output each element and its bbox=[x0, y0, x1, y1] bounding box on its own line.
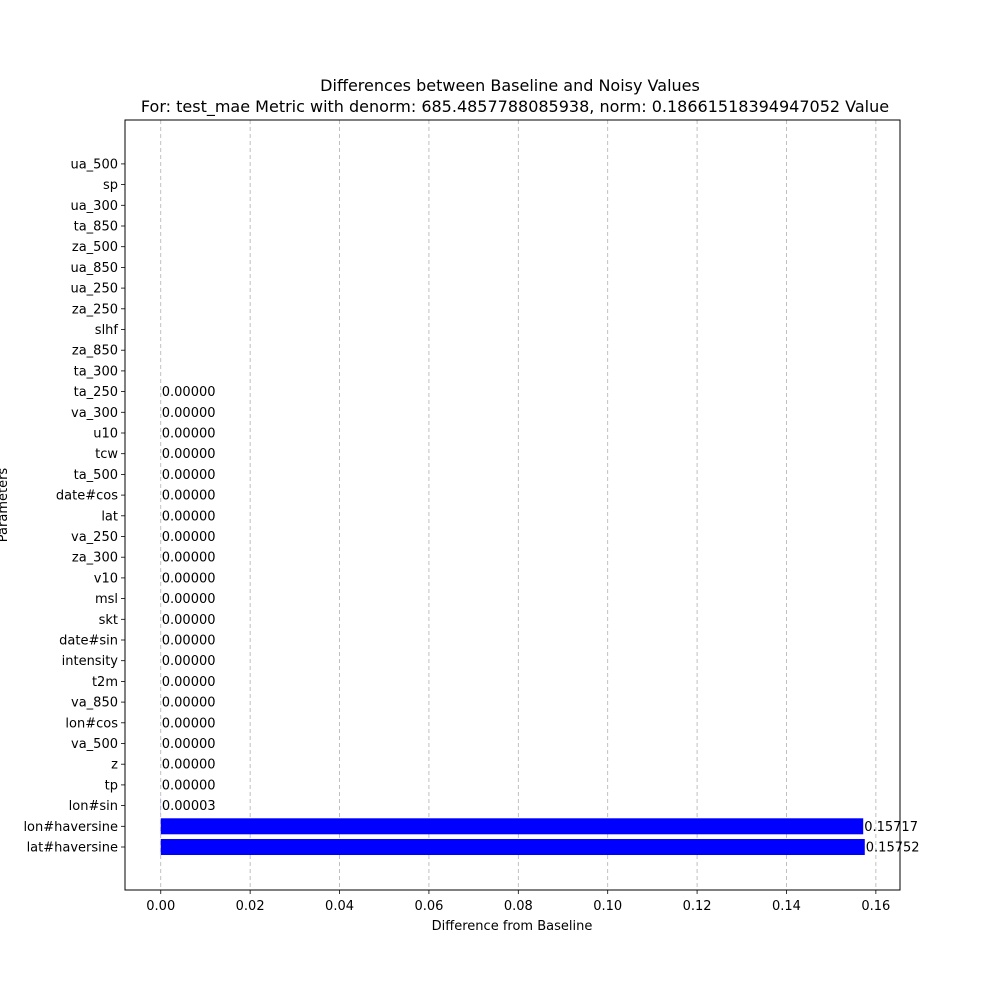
data-label: 0.00003 bbox=[162, 799, 216, 814]
data-label: 0.00000 bbox=[162, 613, 216, 628]
x-tick-label: 0.08 bbox=[504, 899, 533, 914]
y-tick-label: za_250 bbox=[72, 302, 118, 317]
y-tick-label: skt bbox=[99, 613, 118, 628]
y-tick-label: lon#sin bbox=[69, 799, 118, 814]
grid-layer bbox=[160, 120, 877, 890]
data-label: 0.00000 bbox=[162, 551, 216, 566]
y-axis-label: Parameters bbox=[0, 468, 11, 543]
chart-title: Differences between Baseline and Noisy V… bbox=[320, 76, 700, 95]
data-label-layer: 0.15752 0.15717 0.00003 0.00000 0.00000 0.000… bbox=[162, 385, 920, 855]
x-tick-label: 0.12 bbox=[683, 899, 712, 914]
bar-lat#haversine bbox=[160, 839, 865, 855]
data-label: 0.15717 bbox=[864, 820, 918, 835]
y-tick-label: va_850 bbox=[71, 696, 118, 711]
x-tick-layer: 0.00 0.02 0.04 0.06 0.08 0.10 0.12 0.14 0.16 bbox=[146, 890, 890, 914]
y-tick-label: va_300 bbox=[71, 406, 118, 421]
data-label: 0.00000 bbox=[162, 489, 216, 504]
x-tick-label: 0.02 bbox=[236, 899, 265, 914]
y-tick-layer: lat#haversine lon#haversine lon#sin tp z va_5… bbox=[23, 157, 125, 856]
data-label: 0.00000 bbox=[162, 571, 216, 586]
x-tick-label: 0.10 bbox=[593, 899, 622, 914]
data-label: 0.00000 bbox=[162, 385, 216, 400]
y-tick-label: ta_850 bbox=[74, 220, 118, 235]
y-tick-label: za_850 bbox=[72, 344, 118, 359]
y-tick-label: ua_300 bbox=[70, 199, 118, 214]
data-label: 0.00000 bbox=[162, 716, 216, 731]
y-tick-label: ua_250 bbox=[70, 282, 118, 297]
y-tick-label: lat#haversine bbox=[27, 841, 118, 856]
y-tick-label: v10 bbox=[94, 571, 118, 586]
y-tick-label: tcw bbox=[95, 447, 118, 462]
data-label: 0.00000 bbox=[162, 675, 216, 690]
data-label: 0.00000 bbox=[162, 778, 216, 793]
y-tick-label: ta_300 bbox=[74, 364, 118, 379]
plot-frame bbox=[124, 119, 901, 891]
y-tick-label: ua_850 bbox=[70, 261, 118, 276]
y-tick-label: msl bbox=[95, 592, 118, 607]
y-tick-label: sp bbox=[103, 178, 118, 193]
bar-layer bbox=[160, 797, 865, 855]
data-label: 0.00000 bbox=[162, 634, 216, 649]
y-tick-label: ua_500 bbox=[70, 157, 118, 172]
data-label: 0.00000 bbox=[162, 530, 216, 545]
x-tick-label: 0.00 bbox=[146, 899, 175, 914]
y-tick-label: ta_500 bbox=[74, 468, 118, 483]
data-label: 0.00000 bbox=[162, 592, 216, 607]
y-tick-label: u10 bbox=[93, 427, 118, 442]
y-tick-label: za_300 bbox=[72, 551, 118, 566]
y-tick-label: intensity bbox=[62, 654, 119, 669]
data-label: 0.00000 bbox=[162, 758, 216, 773]
y-tick-label: va_500 bbox=[71, 737, 118, 752]
y-tick-label: t2m bbox=[92, 675, 118, 690]
y-tick-label: za_500 bbox=[72, 240, 118, 255]
data-label: 0.00000 bbox=[162, 654, 216, 669]
y-tick-label: z bbox=[111, 758, 118, 773]
y-tick-label: date#sin bbox=[59, 634, 118, 649]
y-tick-label: slhf bbox=[95, 323, 119, 338]
data-label: 0.00000 bbox=[162, 468, 216, 483]
bar-lon#haversine bbox=[160, 818, 864, 835]
y-tick-label: va_250 bbox=[71, 530, 118, 545]
data-label: 0.00000 bbox=[162, 427, 216, 442]
x-tick-label: 0.16 bbox=[861, 899, 890, 914]
x-tick-label: 0.06 bbox=[414, 899, 443, 914]
x-tick-label: 0.14 bbox=[772, 899, 801, 914]
x-axis-label: Difference from Baseline bbox=[432, 919, 593, 934]
data-label: 0.00000 bbox=[162, 447, 216, 462]
y-tick-label: lon#cos bbox=[65, 716, 118, 731]
data-label: 0.00000 bbox=[162, 737, 216, 752]
y-tick-label: ta_250 bbox=[74, 385, 118, 400]
y-tick-label: lon#haversine bbox=[23, 820, 118, 835]
x-tick-label: 0.04 bbox=[325, 899, 354, 914]
data-label: 0.00000 bbox=[162, 406, 216, 421]
y-tick-label: tp bbox=[105, 778, 118, 793]
data-label: 0.15752 bbox=[866, 841, 920, 856]
data-label: 0.00000 bbox=[162, 696, 216, 711]
y-tick-label: date#cos bbox=[56, 489, 118, 504]
chart-subtitle: For: test_mae Metric with denorm: 685.48… bbox=[141, 97, 889, 117]
data-label: 0.00000 bbox=[162, 509, 216, 524]
y-tick-label: lat bbox=[101, 509, 118, 524]
